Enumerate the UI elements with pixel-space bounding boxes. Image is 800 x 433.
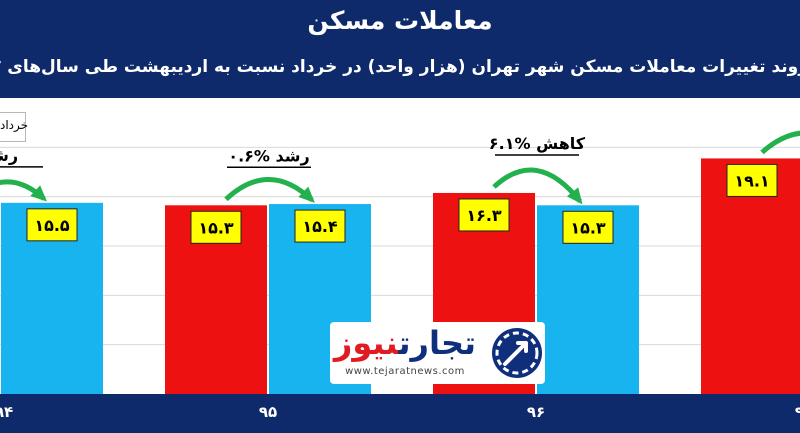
data-label-box [26,208,78,242]
trend-arrowhead [298,186,315,203]
logo-name-part1: تجارت [398,324,477,362]
trend-annotation: کاهش %۶.۱ [489,134,586,153]
data-label-box [562,210,614,244]
category-tick-label: ۹۴ [0,403,13,421]
data-label-box [458,198,510,232]
data-label: ۱۹.۱ [734,171,769,190]
logo-mark-icon [492,328,542,378]
logo-url: www.tejaratnews.com [345,366,465,377]
category-tick-label: ۹۵ [259,403,277,421]
data-label: ۱۶.۳ [466,206,502,225]
data-label-box [726,163,778,197]
chart-subtitle: روند تغییرات معاملات مسکن شهر تهران (هزا… [0,57,800,77]
chart-title: معاملات مسکن [307,6,493,35]
data-label: ۱۵.۵ [34,216,70,235]
data-label-box [190,210,242,244]
legend [0,112,26,142]
category-tick-label: ۹۷ [795,403,800,421]
trend-arrow [760,130,800,155]
category-tick-label: ۹۶ [527,403,545,421]
trend-annotation: رشد %۰.۶ [228,146,309,165]
tejarat-news-logo: تجارتنیوز www.tejaratnews.com [330,322,545,384]
legend-label: خرداد [0,118,29,132]
trend-arrowhead [566,187,583,205]
data-label-box [294,209,346,243]
trend-arrow [492,167,582,203]
logo-wordmark: تجارتنیوز [330,324,480,362]
data-label: ۱۵.۴ [302,217,338,236]
data-label: ۱۵.۳ [198,218,234,237]
data-label: ۱۵.۳ [570,218,606,237]
bar [701,158,800,394]
trend-annotation: رشد [0,146,18,165]
trend-arrowhead [30,185,47,202]
logo-name-part2: نیوز [333,324,399,362]
